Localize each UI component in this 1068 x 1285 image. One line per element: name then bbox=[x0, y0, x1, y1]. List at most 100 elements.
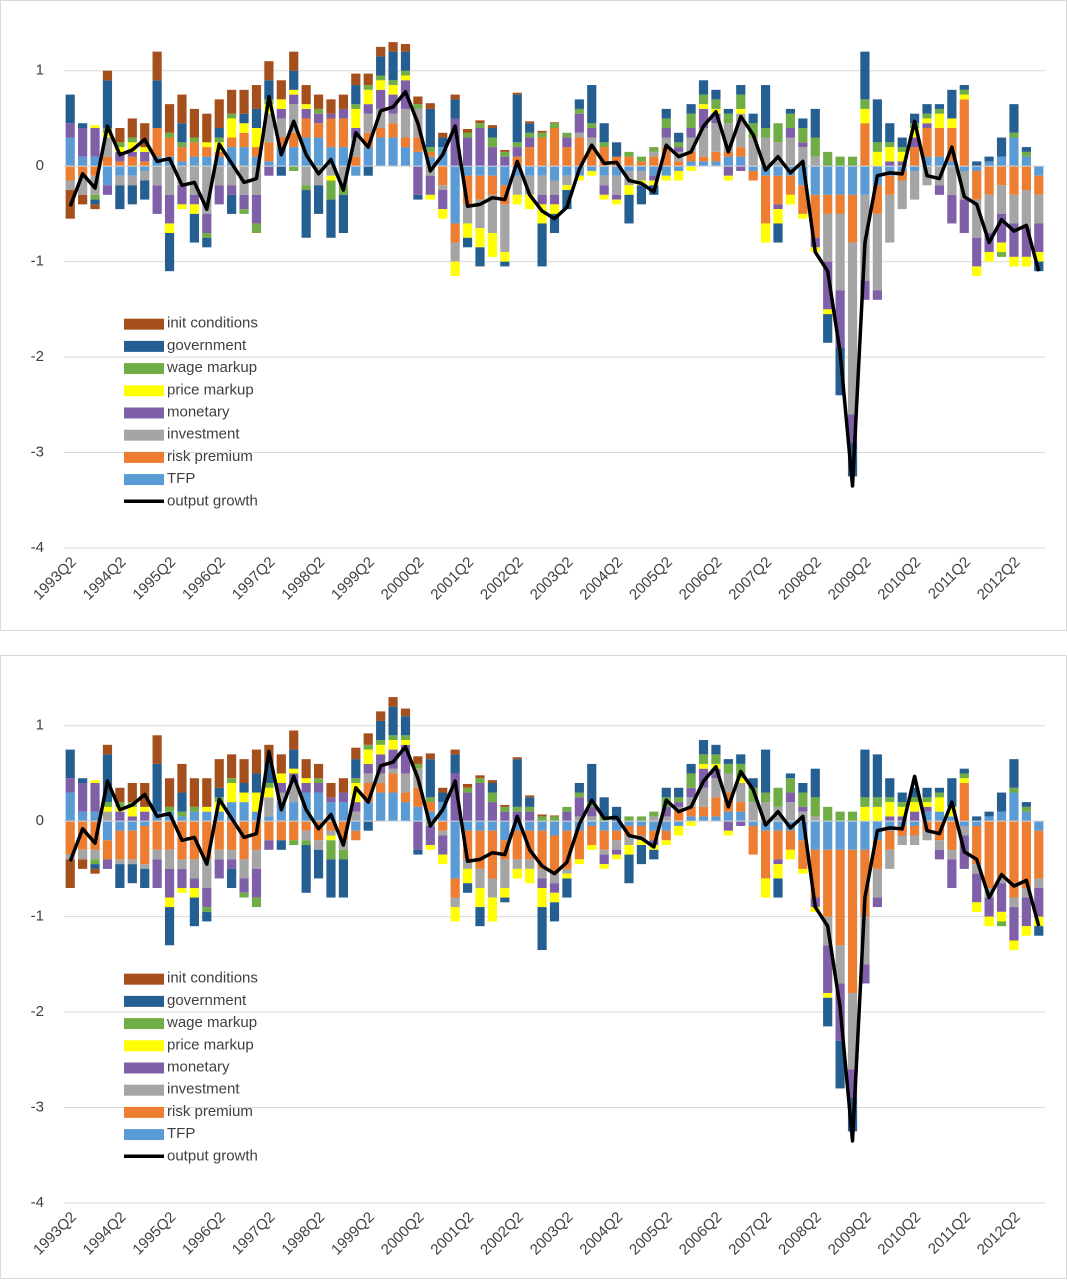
bar-segment bbox=[289, 51, 299, 71]
bar-segment bbox=[599, 849, 609, 855]
bar-segment bbox=[810, 108, 820, 138]
bar-segment bbox=[525, 797, 535, 807]
bar-segment bbox=[823, 166, 833, 195]
bar-segment bbox=[239, 759, 249, 783]
legend-swatch bbox=[124, 340, 164, 352]
bar-segment bbox=[698, 787, 709, 807]
bar-segment bbox=[847, 156, 858, 167]
bar-segment bbox=[872, 840, 882, 869]
bar-segment bbox=[450, 99, 460, 119]
bar-segment bbox=[487, 166, 498, 176]
bar-segment bbox=[947, 859, 957, 888]
x-tick-label: 2000Q2 bbox=[378, 1209, 428, 1259]
bar-segment bbox=[736, 94, 746, 109]
bar-segment bbox=[661, 840, 671, 846]
bar-segment bbox=[996, 811, 1007, 822]
bar-segment bbox=[388, 123, 398, 138]
bar-segment bbox=[847, 811, 858, 822]
legend-swatch bbox=[124, 407, 164, 419]
bar-segment bbox=[649, 166, 659, 176]
bar-segment bbox=[363, 733, 373, 745]
bar-segment bbox=[189, 156, 199, 167]
bar-segment bbox=[264, 113, 274, 143]
bar-segment bbox=[537, 878, 547, 888]
y-tick-label: 1 bbox=[36, 62, 44, 79]
bar-segment bbox=[587, 816, 597, 822]
bar-segment bbox=[65, 778, 75, 793]
bar-segment bbox=[438, 185, 448, 191]
bar-segment bbox=[798, 840, 808, 869]
x-tick-label: 2006Q2 bbox=[676, 1209, 726, 1259]
bar-segment bbox=[301, 845, 311, 893]
x-tick-label: 2007Q2 bbox=[725, 1209, 775, 1259]
bar-segment bbox=[351, 811, 361, 822]
bar-segment bbox=[549, 123, 560, 128]
bar-segment bbox=[959, 199, 969, 233]
bar-segment bbox=[860, 916, 870, 965]
bar-segment bbox=[773, 787, 783, 807]
bar-segment bbox=[599, 185, 609, 195]
bar-segment bbox=[798, 185, 808, 214]
bar-segment bbox=[388, 94, 398, 114]
bar-segment bbox=[487, 897, 498, 922]
bar-segment bbox=[611, 166, 622, 176]
bar-segment bbox=[450, 261, 460, 276]
bar-segment bbox=[835, 1040, 845, 1089]
bar-segment bbox=[761, 137, 771, 167]
bar-segment bbox=[301, 85, 311, 105]
bar-segment bbox=[462, 830, 473, 860]
bar-segment bbox=[984, 166, 994, 195]
bar-segment bbox=[897, 816, 907, 822]
bar-segment bbox=[164, 778, 175, 807]
bar-segment bbox=[959, 94, 969, 100]
bar-segment bbox=[326, 166, 336, 176]
bar-segment bbox=[910, 147, 920, 167]
x-tick-label: 2004Q2 bbox=[576, 1209, 626, 1259]
bar-segment bbox=[475, 123, 485, 128]
bar-segment bbox=[525, 194, 535, 210]
bar-segment bbox=[289, 730, 299, 750]
bar-segment bbox=[885, 161, 895, 167]
bar-segment bbox=[90, 864, 100, 869]
bar-segment bbox=[574, 132, 584, 138]
x-tick-label: 1997Q2 bbox=[229, 1209, 279, 1259]
x-tick-label: 1994Q2 bbox=[80, 1209, 130, 1259]
bar-segment bbox=[289, 821, 299, 841]
bar-segment bbox=[115, 864, 125, 888]
bar-segment bbox=[227, 118, 237, 138]
bar-segment bbox=[736, 802, 746, 812]
bar-segment bbox=[115, 142, 125, 148]
bar-segment bbox=[487, 780, 498, 783]
bar-segment bbox=[1021, 156, 1031, 167]
bar-segment bbox=[189, 888, 199, 898]
bar-segment bbox=[264, 840, 274, 850]
bar-segment bbox=[835, 849, 845, 946]
bar-segment bbox=[425, 194, 435, 200]
bar-segment bbox=[512, 830, 522, 860]
bar-segment bbox=[959, 825, 969, 836]
bar-segment bbox=[363, 773, 373, 783]
bar-segment bbox=[785, 128, 796, 138]
bar-segment bbox=[885, 849, 895, 869]
bar-segment bbox=[947, 849, 957, 860]
x-tick-label: 2012Q2 bbox=[974, 554, 1024, 604]
bar-segment bbox=[934, 108, 945, 114]
bar-segment bbox=[140, 868, 150, 888]
bar-segment bbox=[525, 806, 535, 812]
bar-segment bbox=[1009, 821, 1019, 898]
bar-segment bbox=[301, 104, 311, 109]
bar-segment bbox=[1034, 926, 1044, 936]
bar-segment bbox=[78, 175, 88, 195]
bar-segment bbox=[202, 811, 212, 822]
bar-segment bbox=[611, 199, 622, 205]
bar-segment bbox=[313, 94, 324, 109]
bar-segment bbox=[462, 883, 473, 893]
bar-segment bbox=[239, 802, 249, 822]
bar-segment bbox=[351, 73, 361, 86]
bar-segment bbox=[152, 51, 162, 81]
bar-segment bbox=[363, 89, 373, 105]
bar-segment bbox=[947, 806, 957, 817]
bar-segment bbox=[450, 907, 460, 922]
bar-segment bbox=[686, 787, 696, 798]
x-tick-label: 2005Q2 bbox=[626, 1209, 676, 1259]
